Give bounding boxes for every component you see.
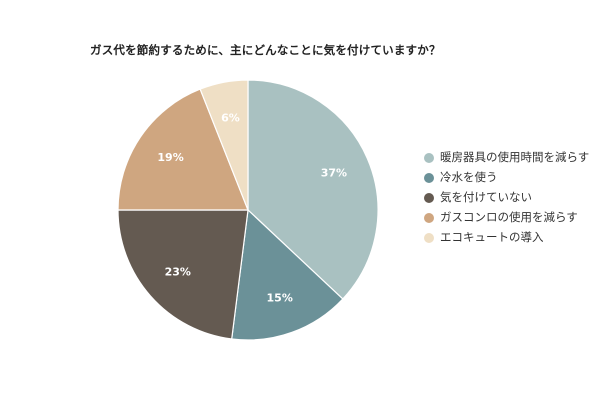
legend-label-1: 暖房器具の使用時間を減らす [440,150,590,164]
legend-label-4: ガスコンロの使用を減らす [440,210,578,224]
legend-label-2: 冷水を使う [440,170,498,184]
legend: 暖房器具の使用時間を減らす 冷水を使う気を付けていないガスコンロの使用を減らす エコ… [424,150,596,250]
slice-data-label-1: 37% [321,166,347,179]
slice-data-label-5: 6% [221,112,240,125]
legend-item-5: エコキュートの導入 [424,230,596,245]
legend-item-3: 気を付けていない [424,190,596,205]
legend-label-5: エコキュートの導入 [440,230,544,244]
slice-data-label-2: 15% [267,292,293,305]
legend-item-2: 冷水を使う [424,170,596,185]
slice-data-label-4: 19% [157,151,183,164]
chart-title: ガス代を節約するために、主にどんなことに気を付けていますか？ [90,43,441,57]
pie-slice-5 [199,79,249,211]
legend-item-1: 暖房器具の使用時間を減らす [424,150,596,165]
pie-slice-4 [117,88,249,211]
legend-swatch-4 [424,212,434,223]
legend-swatch-2 [424,172,434,183]
pie-slice-2 [231,208,344,341]
legend-swatch-1 [424,152,434,163]
slice-data-label-3: 23% [165,265,191,278]
pie-slice-1 [247,79,379,300]
legend-swatch-3 [424,192,434,203]
legend-swatch-5 [424,232,434,243]
legend-label-3: 気を付けていない [440,190,532,204]
legend-item-4: ガスコンロの使用を減らす [424,210,596,225]
pie-slice-3 [117,209,249,340]
